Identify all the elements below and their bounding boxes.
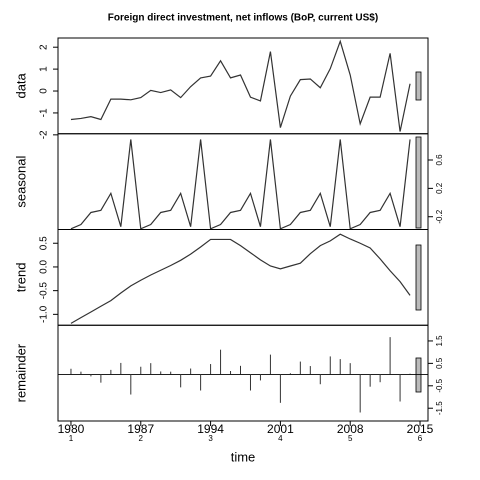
y-tick-label: 0.2 (435, 182, 444, 194)
y-tick-label: -1.0 (39, 305, 50, 323)
y-tick-label: -0.5 (435, 378, 444, 392)
cycle-label: 6 (418, 434, 423, 443)
y-tick-label: -1.5 (435, 401, 444, 415)
y-tick-label: -0.2 (435, 209, 444, 223)
panel-label: data (13, 72, 28, 98)
x-axis-label: time (231, 449, 256, 464)
y-tick-label: 0.5 (435, 357, 444, 369)
cycle-label: 4 (278, 434, 283, 443)
panel-frame (57, 324, 429, 422)
y-tick-label: 0.0 (39, 260, 50, 274)
y-tick-label: 1 (39, 66, 50, 72)
panel-label: seasonal (13, 155, 28, 207)
y-tick-label: 0 (39, 88, 50, 94)
x-tick-label: 1987 (127, 422, 154, 436)
cycle-label: 1 (69, 434, 74, 443)
x-tick-label: 1994 (197, 422, 224, 436)
y-tick-label: -0.5 (39, 282, 50, 300)
x-tick-label: 2008 (337, 422, 364, 436)
x-tick-label: 2015 (407, 422, 434, 436)
y-tick-label: 2 (39, 44, 50, 50)
y-tick-label: -2 (39, 130, 50, 139)
y-tick-label: 1.5 (435, 335, 444, 347)
y-tick-label: 0.5 (39, 236, 50, 250)
range-bar (415, 136, 422, 229)
line (70, 233, 411, 324)
line (70, 39, 411, 132)
y-tick-label: 0.6 (435, 154, 444, 166)
x-tick-label: 1980 (58, 422, 85, 436)
chart-title: Foreign direct investment, net inflows (… (108, 13, 378, 24)
cycle-label: 2 (139, 434, 144, 443)
range-bar (415, 244, 422, 311)
panel-label: trend (13, 263, 28, 293)
y-tick-label: -1 (39, 108, 50, 117)
range-bar (415, 357, 422, 393)
panel-label: remainder (13, 343, 28, 402)
cycle-label: 3 (208, 434, 213, 443)
line (70, 139, 411, 230)
range-bar (415, 71, 422, 101)
x-tick-label: 2001 (267, 422, 294, 436)
cycle-label: 5 (348, 434, 353, 443)
